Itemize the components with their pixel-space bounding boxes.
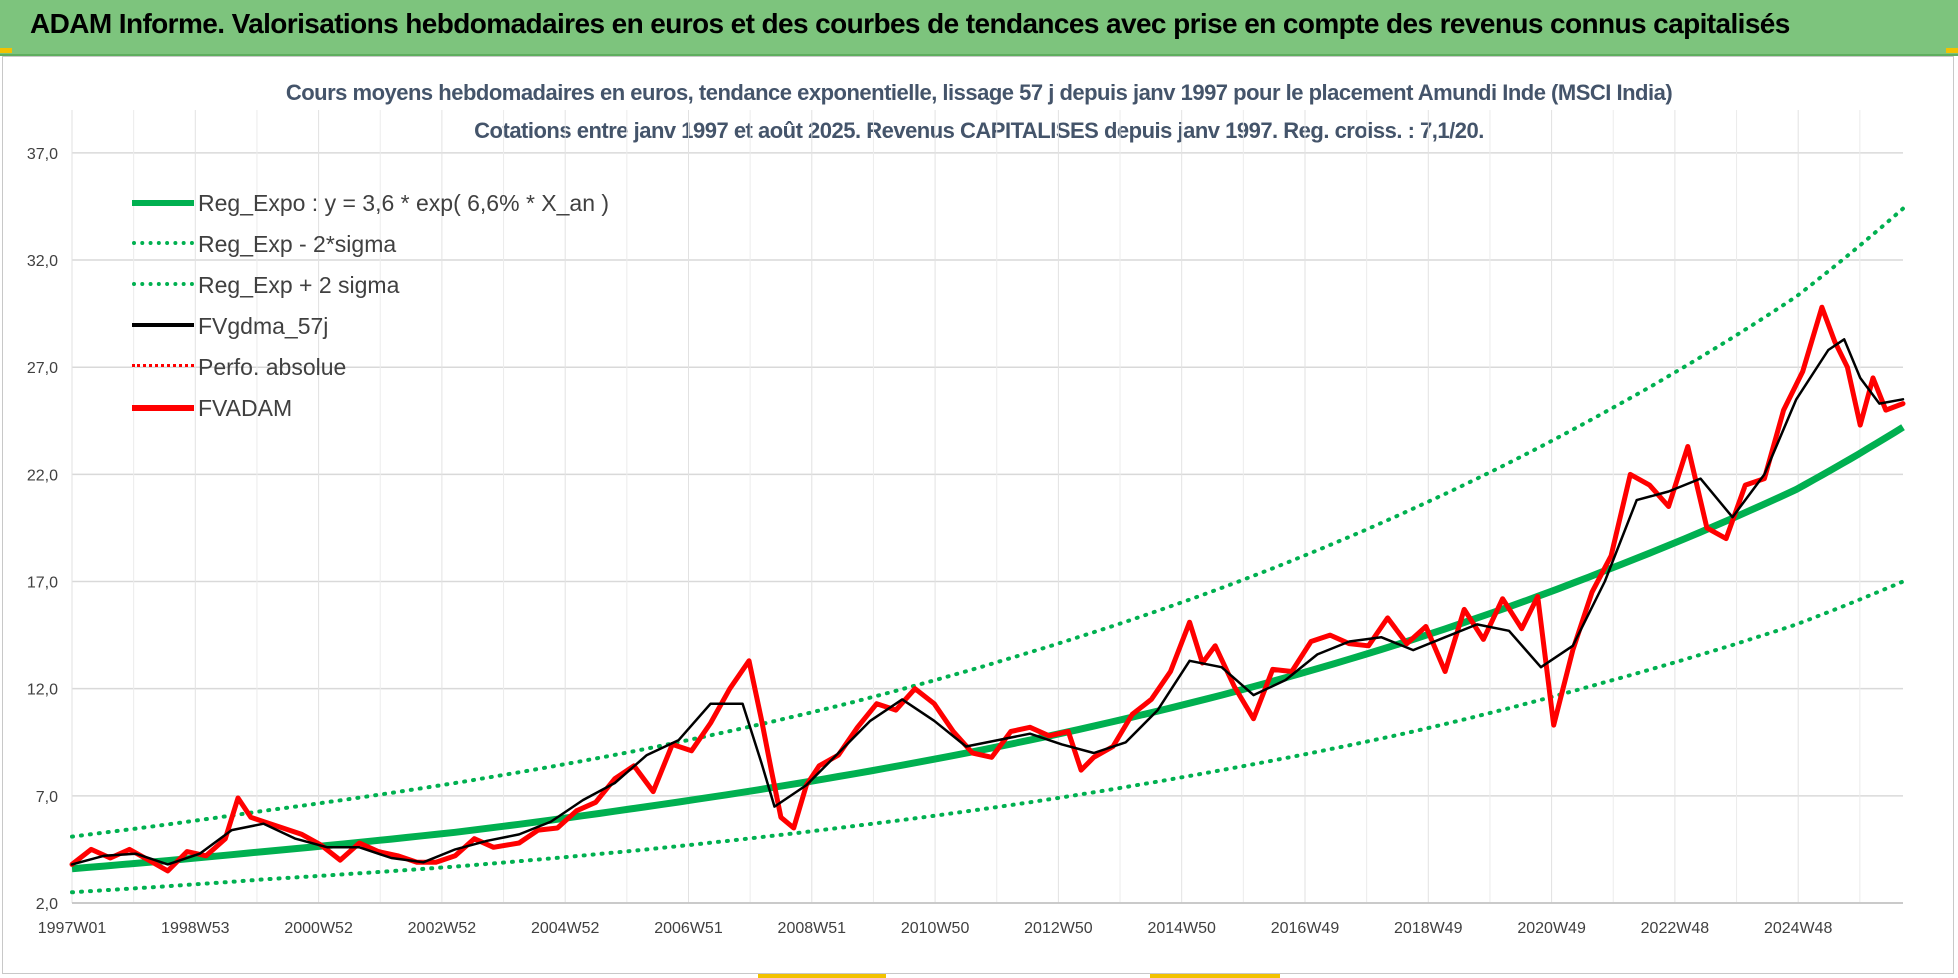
sheet-tab-marker [1150,974,1280,978]
x-tick-label: 2004W52 [531,920,600,937]
report-banner: ADAM Informe. Valorisations hebdomadaire… [0,0,1958,56]
x-tick-label: 1998W53 [161,920,230,937]
legend-label: FVADAM [198,395,293,421]
series-fvgdma-57j [70,338,1905,866]
x-tick-label: 2008W51 [778,920,847,937]
corner-marker-left [0,48,12,53]
legend-label: Reg_Exp + 2 sigma [198,272,400,298]
y-tick-label: 27,0 [27,360,58,377]
x-tick-label: 2022W48 [1641,920,1710,937]
legend-swatch-green-solid [132,200,194,206]
x-tick-label: 2020W49 [1517,920,1586,937]
y-tick-label: 2,0 [36,896,58,913]
x-tick-label: 2024W48 [1764,920,1833,937]
y-tick-label: 12,0 [27,682,58,699]
legend-label: FVgdma_57j [198,313,329,339]
x-tick-label: 2018W49 [1394,920,1463,937]
legend-label: Perfo. absolue [198,354,347,380]
sheet-tab-marker [758,974,886,978]
y-tick-label: 17,0 [27,575,58,592]
legend-label: Reg_Exp - 2*sigma [198,231,397,257]
series-reg-minus-2sigma [70,579,1905,895]
series-fvadam [69,304,1906,874]
x-tick-label: 1997W01 [38,920,107,937]
x-tick-label: 2000W52 [284,920,353,937]
legend-swatch-red-solid [132,405,194,411]
x-tick-label: 2010W50 [901,920,970,937]
report-title: ADAM Informe. Valorisations hebdomadaire… [30,8,1790,39]
legend-swatch-green-dotted [132,241,194,245]
series-reg-plus-2sigma [70,206,1905,839]
y-tick-label: 22,0 [27,467,58,484]
x-tick-label: 2002W52 [408,920,477,937]
x-tick-label: 2006W51 [654,920,723,937]
legend-swatch-red-dotted [132,364,194,367]
y-tick-label: 32,0 [27,253,58,270]
chart-subtitle: Cotations entre janv 1997 et août 2025. … [474,118,1484,143]
chart-frame [2,56,1954,974]
legend-swatch-black-solid [132,323,194,327]
chart-title: Cours moyens hebdomadaires en euros, ten… [285,80,1673,105]
legend-swatch-green-dotted [132,282,194,286]
y-tick-label: 7,0 [36,789,58,806]
y-tick-label: 37,0 [27,146,58,163]
x-tick-label: 2012W50 [1024,920,1093,937]
x-tick-label: 2014W50 [1147,920,1216,937]
series-reg-expo [71,424,1905,873]
corner-marker-right [1946,48,1958,53]
legend-label: Reg_Expo : y = 3,6 * exp( 6,6% * X_an ) [198,190,610,216]
x-tick-label: 2016W49 [1271,920,1340,937]
